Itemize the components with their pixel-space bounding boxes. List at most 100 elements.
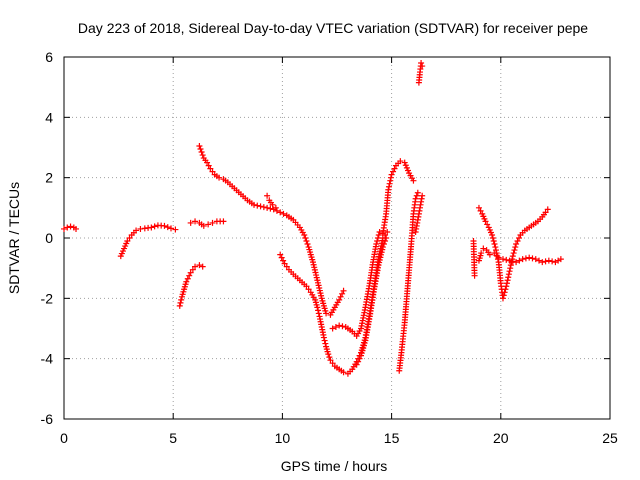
- data-point: [61, 225, 67, 232]
- axis-ticks: [63, 56, 611, 420]
- data-point: [264, 204, 271, 211]
- data-point: [303, 283, 310, 290]
- y-tick-label: -6: [41, 411, 54, 427]
- data-point: [545, 257, 552, 264]
- data-point: [386, 180, 393, 187]
- y-tick-label: 4: [45, 109, 53, 125]
- data-point: [204, 159, 211, 166]
- data-point: [177, 299, 184, 306]
- x-tick-label: 25: [602, 430, 618, 446]
- data-point: [492, 247, 499, 254]
- data-point: [329, 360, 336, 367]
- data-point: [209, 219, 216, 226]
- data-point: [506, 257, 513, 264]
- series-arc-12: [415, 60, 426, 86]
- series-arc-5: [196, 142, 347, 318]
- data-point: [491, 241, 498, 248]
- data-point: [507, 265, 514, 272]
- data-point: [196, 262, 203, 269]
- data-point: [184, 275, 191, 282]
- data-point: [374, 235, 381, 241]
- data-point: [187, 269, 194, 276]
- data-point: [339, 290, 346, 297]
- series-arc-14: [475, 204, 551, 302]
- data-point: [340, 369, 347, 376]
- series-arc-6: [264, 192, 279, 211]
- data-point: [329, 325, 336, 332]
- data-point: [178, 296, 185, 303]
- data-point: [305, 286, 312, 293]
- data-point: [402, 162, 409, 169]
- data-point: [506, 268, 513, 275]
- data-point: [397, 158, 404, 165]
- data-point: [478, 250, 485, 257]
- y-tick-label: 0: [45, 230, 53, 246]
- data-point: [200, 222, 207, 229]
- data-point: [164, 224, 171, 231]
- data-point: [505, 271, 512, 278]
- data-point: [126, 235, 133, 241]
- data-point: [148, 224, 155, 231]
- data-point: [384, 228, 391, 235]
- data-point: [314, 304, 321, 311]
- data-point: [385, 183, 392, 190]
- data-point: [302, 235, 309, 241]
- data-point: [376, 228, 383, 235]
- data-point: [339, 323, 346, 330]
- data-point: [385, 186, 392, 193]
- data-point: [192, 218, 199, 225]
- data-point: [254, 202, 261, 209]
- data-point: [513, 241, 520, 248]
- data-point: [260, 204, 267, 211]
- y-tick-label: 2: [45, 170, 53, 186]
- data-point: [480, 245, 487, 252]
- data-point: [542, 258, 549, 265]
- data-point: [323, 310, 330, 317]
- data-point: [390, 168, 397, 175]
- y-tick-label: -2: [41, 290, 54, 306]
- data-point: [516, 235, 522, 241]
- data-point: [325, 351, 332, 358]
- data-point: [387, 174, 394, 181]
- y-tick-label: 6: [45, 49, 53, 65]
- data-point: [475, 204, 482, 211]
- data-point: [187, 219, 194, 226]
- data-point: [503, 280, 510, 287]
- data-point: [257, 203, 264, 210]
- series-arc-10: [396, 189, 421, 374]
- data-point: [490, 238, 497, 245]
- data-point: [499, 256, 506, 263]
- series-arc-9: [353, 235, 390, 368]
- data-point: [379, 244, 386, 251]
- data-point: [501, 289, 508, 296]
- x-axis-label: GPS time / hours: [281, 458, 388, 474]
- data-point: [410, 177, 417, 184]
- data-point: [391, 165, 398, 172]
- series-arc-2: [117, 222, 179, 260]
- data-point: [183, 278, 190, 285]
- data-point: [509, 253, 516, 260]
- series-arc-3: [176, 262, 206, 309]
- data-point: [375, 231, 382, 238]
- data-point: [264, 192, 271, 199]
- y-tick-label: -4: [41, 351, 54, 367]
- data-point: [281, 260, 288, 267]
- data-point: [414, 189, 421, 196]
- data-point: [304, 241, 311, 248]
- data-point: [327, 357, 334, 364]
- data-point: [198, 149, 205, 156]
- series-arc-13: [470, 238, 478, 279]
- x-tick-label: 10: [275, 430, 291, 446]
- data-point: [340, 287, 347, 294]
- data-point: [303, 238, 310, 245]
- data-point: [544, 206, 551, 213]
- data-point: [500, 292, 507, 299]
- data-point: [315, 307, 322, 314]
- data-point: [278, 254, 285, 261]
- data-point: [205, 221, 212, 228]
- data-point: [519, 256, 526, 263]
- data-point: [374, 238, 381, 245]
- data-point: [526, 254, 533, 261]
- data-point: [557, 256, 564, 263]
